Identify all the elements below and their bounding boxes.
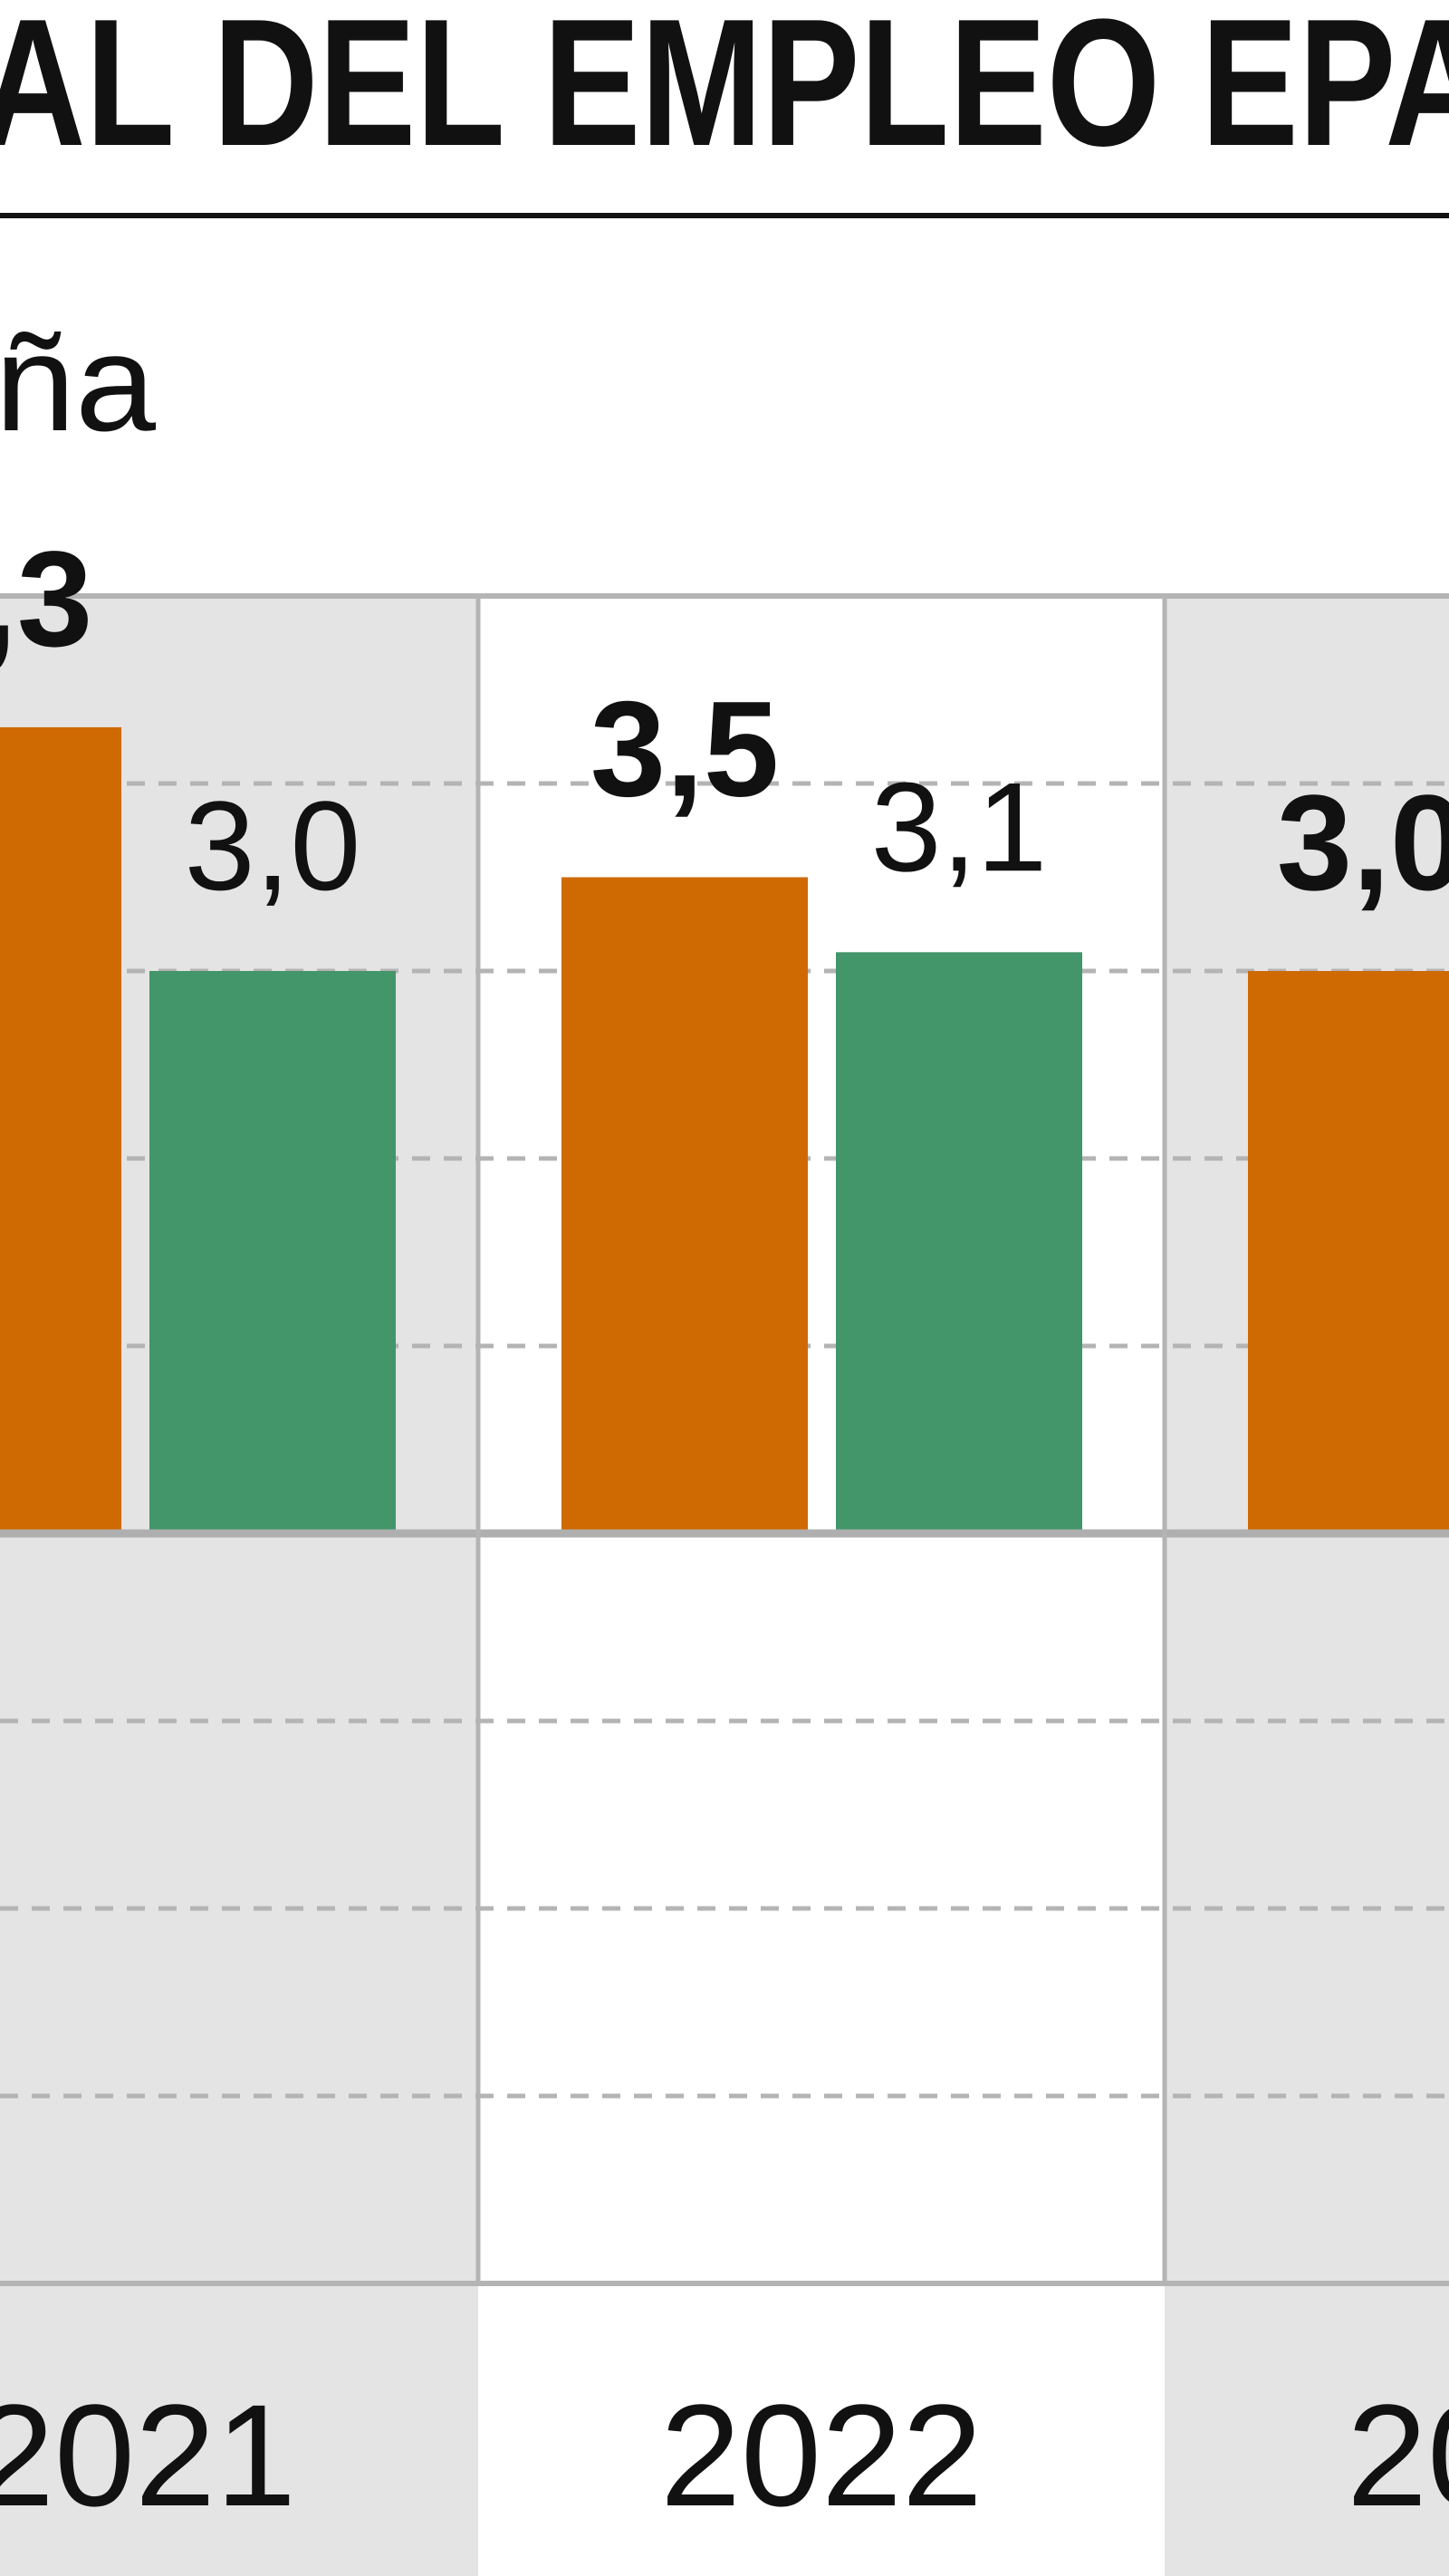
gridlines [0,781,1449,2099]
data-label-series1-2022: 3,5 [590,673,780,825]
x-tick-label-2023: 2023 [1347,2374,1449,2536]
chart-subtitle: ña [0,306,156,460]
bar-series1-2022 [561,877,808,1533]
bar-series2-2022 [836,952,1082,1533]
x-tick-label-2022: 2022 [660,2374,983,2536]
data-label-series1-2023: 3,0 [1277,766,1449,918]
bars [0,726,1449,1533]
chart-title: AL DEL EMPLEO EPA [0,0,1449,184]
bar-series1-2023 [1248,971,1449,1533]
x-tick-label-2021: 2021 [0,2374,296,2536]
bar-series2-2021 [149,971,396,1533]
data-label-series1-2021: 4,3 [0,523,92,675]
title-rule [0,213,1449,218]
data-label-series2-2021: 3,0 [185,774,361,917]
data-label-series2-2022: 3,1 [871,755,1048,898]
bar-series1-2021 [0,726,121,1533]
axes [0,593,1449,2286]
x-tick-labels: 2021 2022 2023 [0,2374,1449,2536]
column-band-2023 [1165,596,1449,2576]
data-labels: 4,3 3,5 3,0 3,0 3,1 [0,523,1449,918]
